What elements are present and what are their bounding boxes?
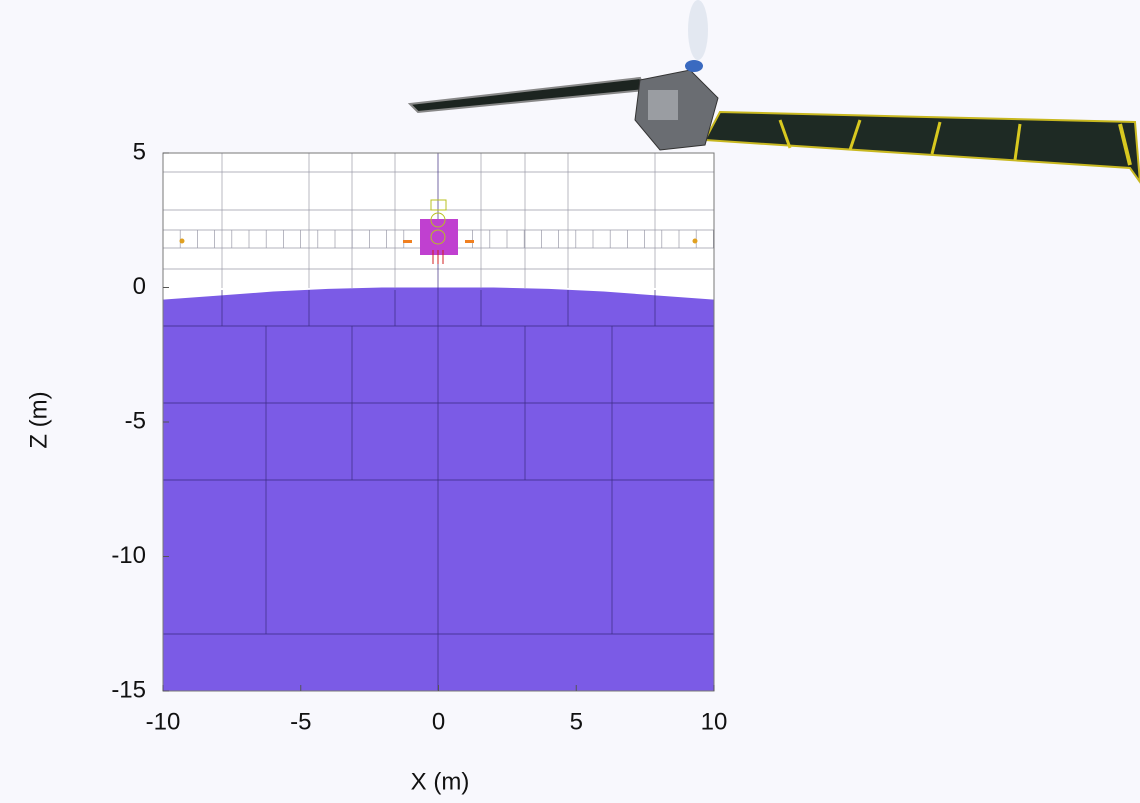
x-tick-label: 5 xyxy=(570,708,583,735)
chart: X (m) Z (m) -10-5051050-5-10-15 xyxy=(0,0,1140,803)
x-axis-label: X (m) xyxy=(411,768,470,795)
y-tick-label: -10 xyxy=(111,542,146,569)
y-tick-label: -15 xyxy=(111,676,146,703)
x-tick-label: -5 xyxy=(290,708,311,735)
surface-area xyxy=(163,288,714,692)
y-tick-label: -5 xyxy=(125,407,146,434)
y-tick-label: 5 xyxy=(133,138,146,165)
x-tick-label: -10 xyxy=(146,708,181,735)
y-axis-label: Z (m) xyxy=(25,391,52,448)
x-tick-label: 0 xyxy=(432,708,445,735)
x-tick-label: 10 xyxy=(701,708,728,735)
y-tick-label: 0 xyxy=(133,273,146,300)
